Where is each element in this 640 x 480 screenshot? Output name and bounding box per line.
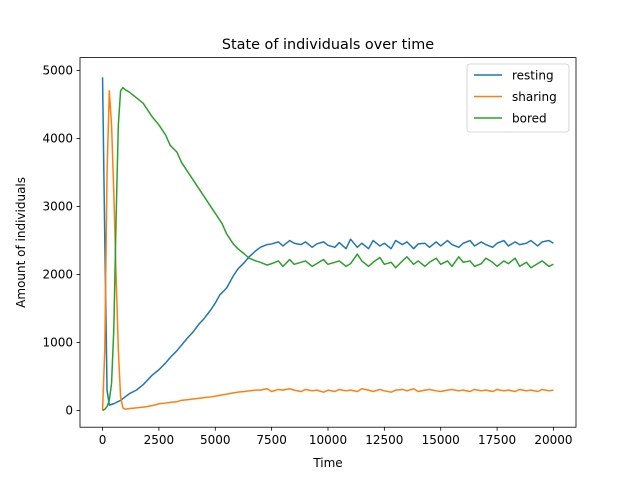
y-axis-ticks: 0 1000 2000 3000 4000 5000 <box>42 64 80 418</box>
legend-label-sharing: sharing <box>512 90 557 104</box>
legend-box <box>466 63 570 133</box>
series-line-sharing <box>101 90 554 411</box>
legend: resting sharing bored <box>466 63 570 133</box>
y-tick-label: 5000 <box>42 64 73 78</box>
y-tick-label: 1000 <box>42 336 73 350</box>
y-tick-label: 0 <box>65 404 73 418</box>
x-tick-label: 20000 <box>534 433 572 447</box>
x-tick-label: 12500 <box>365 433 403 447</box>
legend-label-resting: resting <box>512 68 554 82</box>
y-tick-label: 3000 <box>42 200 73 214</box>
legend-items: resting sharing bored <box>474 68 557 125</box>
x-tick-label: 10000 <box>309 433 347 447</box>
chart-title: State of individuals over time <box>222 37 434 53</box>
x-tick-label: 7500 <box>256 433 287 447</box>
series-layer <box>101 77 554 412</box>
y-axis-label: Amount of individuals <box>14 177 28 308</box>
series-line-bored <box>102 86 554 412</box>
plot-frame <box>79 57 577 428</box>
x-tick-label: 2500 <box>144 433 175 447</box>
series-line-resting <box>101 77 554 406</box>
y-tick-label: 2000 <box>42 268 73 282</box>
x-axis-ticks: 0 2500 5000 7500 10000 12500 15000 17500 20000 <box>99 427 573 447</box>
x-tick-label: 17500 <box>478 433 516 447</box>
x-tick-label: 15000 <box>422 433 460 447</box>
x-tick-label: 5000 <box>200 433 231 447</box>
y-tick-label: 4000 <box>42 132 73 146</box>
legend-label-bored: bored <box>512 111 547 125</box>
x-axis-label: Time <box>312 456 342 470</box>
x-tick-label: 0 <box>99 433 107 447</box>
